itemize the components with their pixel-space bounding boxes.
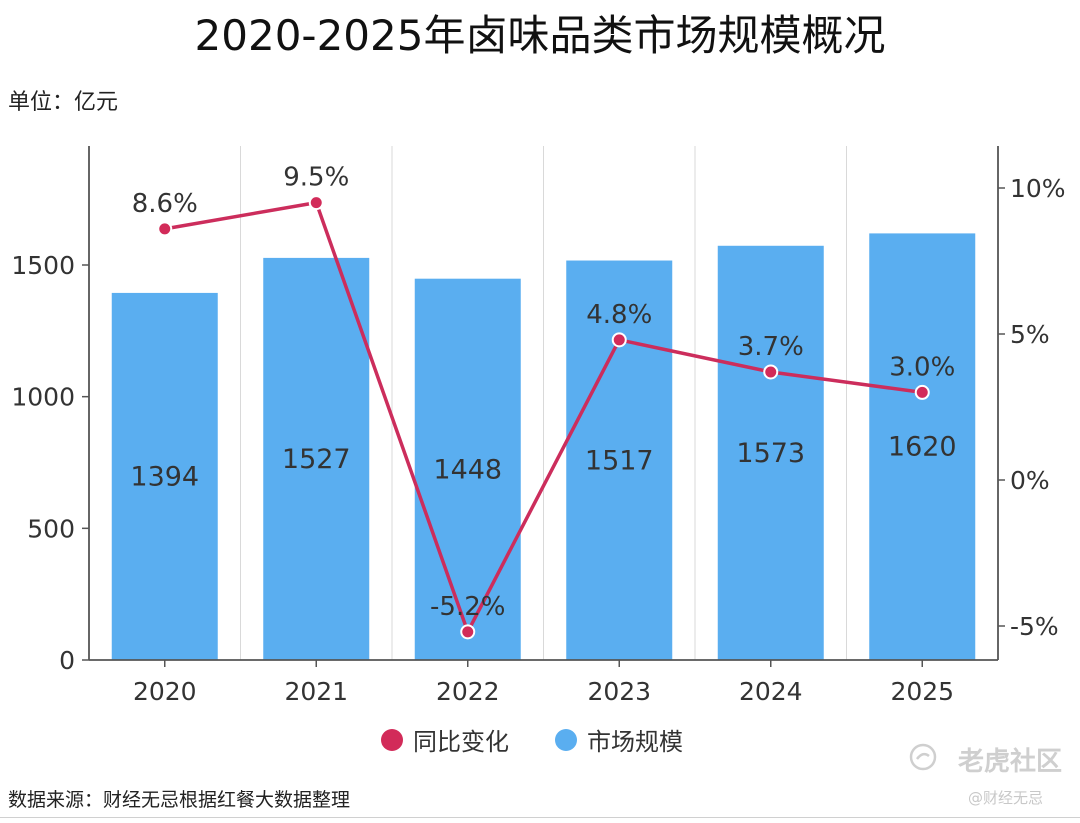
watermark-sub: @财经无忌 xyxy=(968,789,1044,807)
bar-value-label: 1620 xyxy=(888,432,957,463)
bar-value-label: 1448 xyxy=(433,454,502,485)
x-tick-label: 2023 xyxy=(587,677,651,706)
unit-label: 单位：亿元 xyxy=(8,90,119,115)
left-tick-label: 1500 xyxy=(11,251,75,280)
yoy-point-2025 xyxy=(914,384,930,400)
right-tick-label: -5% xyxy=(1010,612,1059,641)
bar-value-label: 1527 xyxy=(282,444,351,475)
left-tick-label: 500 xyxy=(27,514,75,543)
right-tick-label: 10% xyxy=(1010,174,1066,203)
yoy-value-label: -5.2% xyxy=(430,592,505,622)
yoy-line xyxy=(164,200,923,634)
legend-item-yoy[interactable]: 同比变化 xyxy=(381,722,509,757)
yoy-point-2024 xyxy=(763,364,779,380)
legend: 同比变化 市场规模 xyxy=(0,722,1080,756)
tiger-logo-icon xyxy=(909,743,937,771)
left-tick-label: 0 xyxy=(59,646,75,675)
legend-marker-yoy xyxy=(381,728,403,751)
footer-divider xyxy=(0,817,1080,818)
yoy-value-label: 9.5% xyxy=(283,163,349,193)
bar-2021 xyxy=(263,257,370,660)
yoy-value-label: 3.7% xyxy=(738,332,804,362)
bar-2020 xyxy=(111,292,218,660)
yoy-point-2021 xyxy=(308,195,324,211)
yoy-point-2022 xyxy=(460,624,476,640)
source-note: 数据来源：财经无忌根据红餐大数据整理 xyxy=(8,789,351,811)
legend-item-market-size[interactable]: 市场规模 xyxy=(555,722,683,757)
x-tick-label: 2025 xyxy=(890,677,954,706)
yoy-value-label: 8.6% xyxy=(132,189,198,219)
bar-value-label: 1517 xyxy=(585,445,654,476)
right-tick-label: 5% xyxy=(1010,320,1050,349)
x-tick-label: 2021 xyxy=(284,677,348,706)
chart-title: 2020-2025年卤味品类市场规模概况 xyxy=(194,11,886,60)
yoy-point-2020 xyxy=(157,221,173,237)
bar-2023 xyxy=(566,260,673,660)
right-tick-label: 0% xyxy=(1010,466,1050,495)
bar-2024 xyxy=(717,245,824,660)
bar-value-label: 1394 xyxy=(130,461,199,492)
bar-value-label: 1573 xyxy=(736,438,805,469)
x-tick-label: 2022 xyxy=(436,677,500,706)
watermark-main: 老虎社区 xyxy=(958,747,1063,777)
yoy-value-label: 4.8% xyxy=(586,300,652,330)
x-tick-label: 2024 xyxy=(739,677,803,706)
legend-marker-market-size xyxy=(555,728,577,751)
bar-2022 xyxy=(414,278,521,660)
legend-label-yoy: 同比变化 xyxy=(413,728,509,756)
yoy-point-2023 xyxy=(611,332,627,348)
legend-label-market-size: 市场规模 xyxy=(587,728,683,756)
left-tick-label: 1000 xyxy=(11,383,75,412)
x-tick-label: 2020 xyxy=(133,677,197,706)
bar-2025 xyxy=(869,233,976,660)
yoy-value-label: 3.0% xyxy=(889,352,955,382)
